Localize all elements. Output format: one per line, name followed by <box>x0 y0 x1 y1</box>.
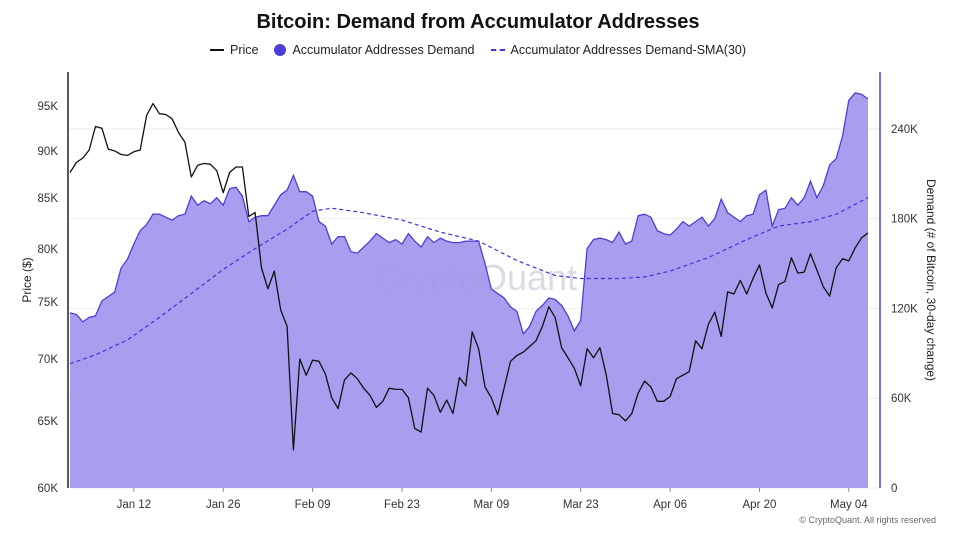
y-left-tick-label: 90K <box>38 146 59 158</box>
legend-sma-swatch <box>490 49 505 51</box>
y-axis-left-label: Price ($) <box>20 257 34 302</box>
legend-price-label: Price <box>229 43 259 57</box>
x-tick-label: Mar 23 <box>563 499 599 511</box>
copyright-notice: © CryptoQuant. All rights reserved <box>799 515 936 525</box>
y-axis-right-label: Demand (# of Bitcoin, 30-day change) <box>924 179 938 381</box>
y-left-tick-label: 80K <box>38 244 59 256</box>
x-tick-label: Apr 06 <box>653 499 687 511</box>
sma-line <box>69 197 869 365</box>
y-left-tick-label: 75K <box>38 297 59 309</box>
y-right-tick-label: 0 <box>891 483 897 495</box>
y-right-tick-label: 240K <box>891 124 918 136</box>
legend-item-demand[interactable]: Accumulator Addresses Demand <box>274 43 475 57</box>
x-tick-label: Jan 26 <box>206 499 241 511</box>
y-left-tick-label: 65K <box>38 416 59 428</box>
price-line <box>69 102 869 451</box>
legend-sma-label: Accumulator Addresses Demand-SMA(30) <box>510 43 747 57</box>
legend-demand-label: Accumulator Addresses Demand <box>292 43 475 57</box>
x-tick-label: Apr 20 <box>743 499 777 511</box>
y-left-tick-label: 60K <box>38 483 59 495</box>
x-tick-label: May 04 <box>830 499 868 511</box>
y-left-tick-label: 95K <box>38 101 59 113</box>
y-right-tick-label: 120K <box>891 303 918 315</box>
y-left-tick-label: 85K <box>38 193 59 205</box>
demand-area <box>70 92 868 489</box>
axes-layer: 60K 65K 70K 75K 80K 85K 90K 95K 0 60K 120K 180K 240K… <box>38 72 918 511</box>
demand-line <box>69 92 869 336</box>
y-right-tick-label: 60K <box>891 393 912 405</box>
chart-legend: Price Accumulator Addresses Demand Accum… <box>0 43 956 57</box>
y-left-tick-label: 70K <box>38 354 59 366</box>
x-tick-label: Feb 09 <box>295 499 331 511</box>
chart-title: Bitcoin: Demand from Accumulator Address… <box>256 11 700 33</box>
x-tick-label: Mar 09 <box>473 499 509 511</box>
x-tick-label: Feb 23 <box>384 499 420 511</box>
legend-item-price[interactable]: Price <box>209 43 259 57</box>
y-right-tick-label: 180K <box>891 214 918 226</box>
legend-demand-swatch <box>274 44 287 56</box>
legend-item-sma[interactable]: Accumulator Addresses Demand-SMA(30) <box>490 43 747 57</box>
legend-price-swatch <box>209 49 224 51</box>
x-tick-label: Jan 12 <box>117 499 152 511</box>
series-layer <box>69 92 869 489</box>
